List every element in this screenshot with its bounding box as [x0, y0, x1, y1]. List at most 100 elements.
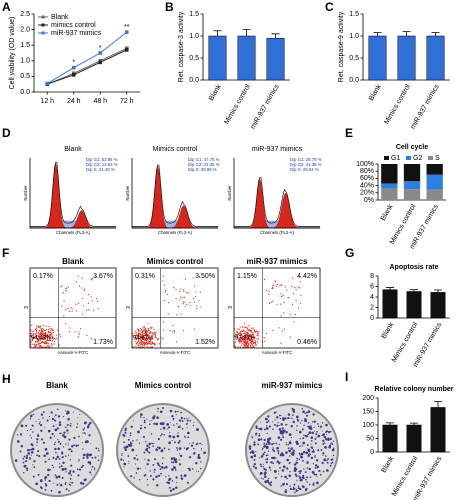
- colony-dot: [61, 468, 65, 471]
- colony-dot: [321, 430, 323, 432]
- event-dot: [75, 310, 78, 312]
- event-dot: [34, 341, 36, 343]
- colony-dot: [66, 429, 69, 432]
- marker: [124, 30, 129, 34]
- colony-dot: [29, 457, 31, 459]
- x-tick-label: Blank: [380, 203, 395, 222]
- colony-dot: [73, 444, 75, 446]
- event-dot: [59, 334, 61, 336]
- colony-dot: [253, 462, 256, 466]
- event-dot: [271, 286, 274, 288]
- colony-dot: [332, 440, 335, 442]
- colony-dot: [268, 437, 272, 440]
- event-dot: [86, 309, 88, 311]
- colony-dot: [260, 455, 264, 458]
- event-dot: [239, 326, 241, 328]
- event-dot: [241, 330, 243, 332]
- event-dot: [284, 286, 287, 288]
- colony-dot: [201, 444, 203, 446]
- bar: [208, 35, 227, 81]
- colony-dot: [122, 459, 125, 461]
- colony-dot: [128, 444, 132, 447]
- event-dot: [244, 342, 246, 344]
- colony-dot: [285, 423, 287, 426]
- event-dot: [69, 327, 71, 329]
- colony-dot: [283, 429, 286, 432]
- colony-dot: [318, 469, 321, 472]
- event-dot: [300, 294, 302, 296]
- colony-dot: [263, 473, 266, 476]
- colony-dot: [259, 471, 263, 475]
- colony-dot: [304, 419, 307, 423]
- colony-dot: [327, 438, 330, 441]
- colony-dot: [203, 451, 206, 455]
- event-dot: [31, 330, 33, 333]
- colony-dot: [265, 468, 267, 471]
- colony-dot: [138, 479, 141, 481]
- colony-dot: [180, 411, 182, 414]
- event-dot: [253, 346, 255, 348]
- colony-dot: [280, 485, 283, 487]
- bar-segment: [403, 189, 421, 200]
- colony-dot: [199, 442, 201, 445]
- colony-dot: [51, 417, 54, 421]
- event-dot: [148, 332, 150, 335]
- colony-dot: [268, 466, 271, 469]
- marker: [71, 65, 76, 70]
- event-dot: [145, 339, 148, 342]
- event-dot: [135, 336, 137, 339]
- event-dot: [247, 330, 249, 332]
- error-bar: [386, 422, 394, 425]
- event-dot: [50, 331, 52, 334]
- colony-dot: [271, 448, 274, 451]
- event-dot: [83, 288, 85, 290]
- colony-dot: [167, 481, 171, 485]
- event-dot: [150, 332, 152, 334]
- colony-dot: [67, 454, 70, 456]
- event-dot: [37, 339, 40, 341]
- event-dot: [150, 339, 152, 341]
- event-dot: [71, 310, 73, 313]
- colony-dot: [284, 490, 288, 494]
- colony-dot: [296, 425, 298, 427]
- event-dot: [268, 290, 270, 293]
- colony-dot: [140, 416, 142, 418]
- colony-dot: [135, 463, 137, 465]
- error-bar: [271, 33, 280, 39]
- colony-dot: [52, 456, 55, 459]
- event-dot: [65, 309, 67, 311]
- event-dot: [33, 330, 35, 333]
- event-dot: [30, 335, 32, 337]
- event-dot: [93, 309, 95, 311]
- colony-dot: [308, 483, 311, 486]
- colony-dot: [160, 472, 162, 475]
- legend-label: G1: [391, 155, 400, 162]
- event-dot: [40, 328, 42, 330]
- event-dot: [82, 313, 84, 315]
- colony-dot: [170, 461, 173, 463]
- colony-dot: [88, 434, 91, 437]
- event-dot: [143, 328, 145, 331]
- colony-dot: [40, 413, 44, 416]
- event-dot: [94, 276, 97, 278]
- colony-dot: [289, 462, 291, 464]
- colony-dot: [255, 432, 257, 435]
- colony-dot: [301, 420, 303, 422]
- event-dot: [147, 329, 149, 331]
- colony-dot: [33, 466, 36, 468]
- y-axis-label: Number: [23, 185, 28, 201]
- event-dot: [280, 293, 282, 295]
- event-dot: [136, 343, 138, 345]
- event-dot: [266, 290, 268, 292]
- colony-dot: [143, 421, 146, 424]
- colony-dot: [73, 436, 76, 440]
- colony-dot: [54, 474, 57, 476]
- colony-dot: [279, 431, 283, 435]
- colony-dot: [292, 487, 295, 491]
- event-dot: [78, 285, 81, 287]
- event-dot: [41, 336, 44, 338]
- colony-dot: [272, 462, 275, 465]
- event-dot: [137, 334, 139, 336]
- event-dot: [249, 339, 251, 342]
- colony-dot: [71, 445, 74, 448]
